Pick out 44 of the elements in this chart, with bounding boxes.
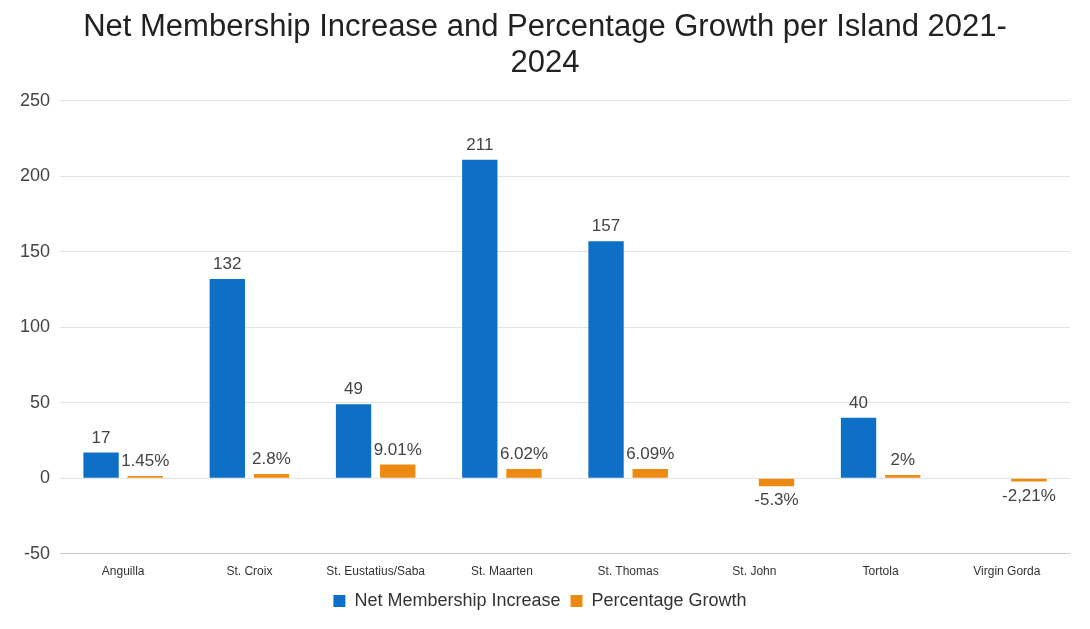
data-label: 2.8% [252,449,291,469]
bar [462,159,498,478]
bar [588,241,624,478]
data-label: -5.3% [754,490,799,510]
bar [83,452,119,478]
legend-label: Percentage Growth [591,589,747,610]
bar [506,469,542,478]
x-tick-label: Virgin Gorda [973,564,1041,579]
y-tick-label: 200 [19,165,51,186]
data-label: 2% [890,450,916,470]
x-tick-label: St. Croix [226,564,273,579]
x-tick-label: St. Eustatius/Saba [326,564,426,579]
y-tick-label: 150 [19,240,51,261]
bar [885,475,921,478]
data-label: 6.09% [626,444,675,464]
bar [632,468,668,478]
x-tick-label: St. Maarten [470,564,533,579]
bar [380,464,416,478]
legend-label: Net Membership Increase [354,589,561,610]
y-tick-label: 100 [19,316,51,337]
data-label: 6.02% [499,444,549,464]
data-label: 1.45% [121,451,170,471]
x-tick-label: Tortola [862,564,899,579]
bar [758,478,795,487]
bar [335,404,372,478]
data-label: 132 [213,254,242,274]
y-tick-label: 0 [40,467,51,488]
y-tick-label: -50 [24,542,51,563]
x-tick-label: St. Thomas [597,564,659,579]
data-label: 49 [344,379,364,399]
data-label: 211 [466,134,494,154]
data-label: 40 [849,392,868,412]
data-label: 9.01% [373,439,422,459]
data-label: 157 [591,216,621,236]
y-tick-label: 50 [30,391,51,412]
bar [840,417,877,478]
x-tick-label: Anguilla [101,564,145,579]
x-tick-label: St. John [732,564,777,579]
chart-title: Net Membership Increase and Percentage Growth per Island 2021-2024 [82,8,1008,80]
bar [209,278,245,478]
bar [253,473,290,478]
y-tick-label: 250 [19,89,51,110]
data-label: 17 [91,427,111,447]
data-label: -2,21% [1002,485,1056,505]
